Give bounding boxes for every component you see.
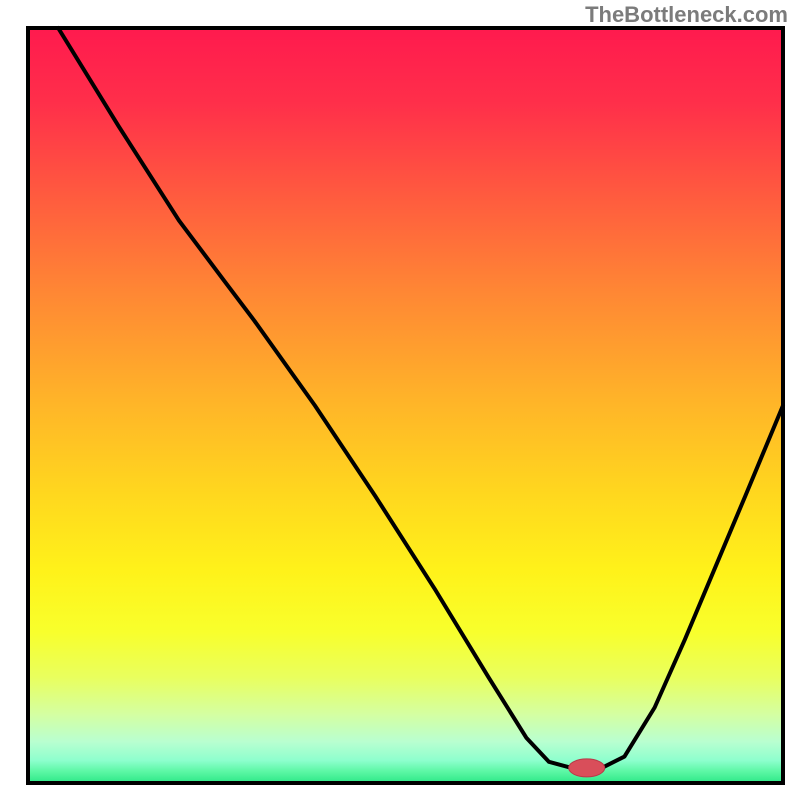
- bottleneck-chart: [0, 0, 800, 800]
- watermark-text: TheBottleneck.com: [585, 2, 788, 28]
- chart-container: TheBottleneck.com: [0, 0, 800, 800]
- optimal-marker: [569, 759, 605, 777]
